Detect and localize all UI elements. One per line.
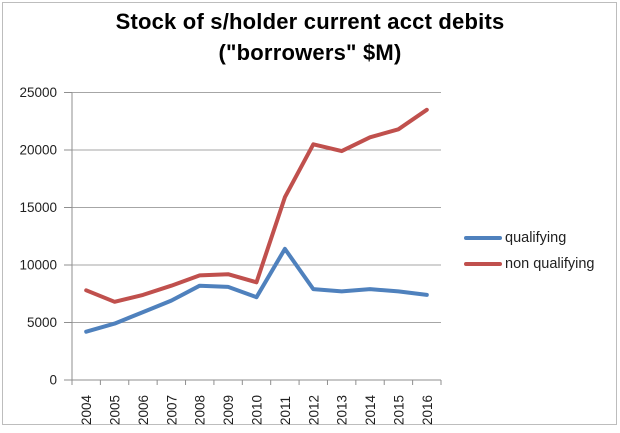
legend-label: qualifying (505, 229, 567, 246)
legend-line-swatch (464, 235, 502, 240)
x-tick-label: 2015 (391, 395, 406, 425)
series-line-qualifying (84, 246, 429, 334)
chart-title: Stock of s/holder current acct debits ("… (0, 6, 620, 68)
legend: qualifying non qualifying (464, 229, 595, 272)
x-tick-label: 2016 (420, 395, 435, 425)
legend-entry-non-qualifying: non qualifying (464, 255, 595, 272)
x-tick-label: 2005 (108, 395, 123, 425)
x-tick-label: 2012 (306, 395, 321, 425)
x-tick-label: 2009 (221, 395, 236, 425)
y-tick-label: 0 (49, 373, 57, 388)
y-tick-label: 5000 (27, 315, 57, 330)
x-tick-label: 2013 (335, 395, 350, 425)
x-tick-label: 2010 (250, 395, 265, 425)
legend-entry-qualifying: qualifying (464, 229, 595, 246)
y-tick-label: 20000 (19, 143, 57, 158)
y-tick-label: 15000 (19, 200, 57, 215)
x-tick-label: 2008 (193, 395, 208, 425)
legend-line-swatch (464, 261, 502, 266)
legend-label: non qualifying (505, 255, 595, 272)
x-tick-label: 2014 (363, 394, 378, 425)
series-line-non-qualifying (84, 107, 429, 304)
chart-title-line2: ("borrowers" $M) (218, 40, 402, 65)
x-tick-label: 2011 (278, 396, 293, 425)
y-tick-label: 25000 (19, 85, 57, 100)
x-tick-label: 2004 (79, 394, 94, 425)
y-tick-label: 10000 (19, 258, 57, 273)
x-tick-label: 2006 (136, 395, 151, 425)
chart-title-line1: Stock of s/holder current acct debits (115, 9, 505, 34)
x-tick-label: 2007 (164, 395, 179, 425)
